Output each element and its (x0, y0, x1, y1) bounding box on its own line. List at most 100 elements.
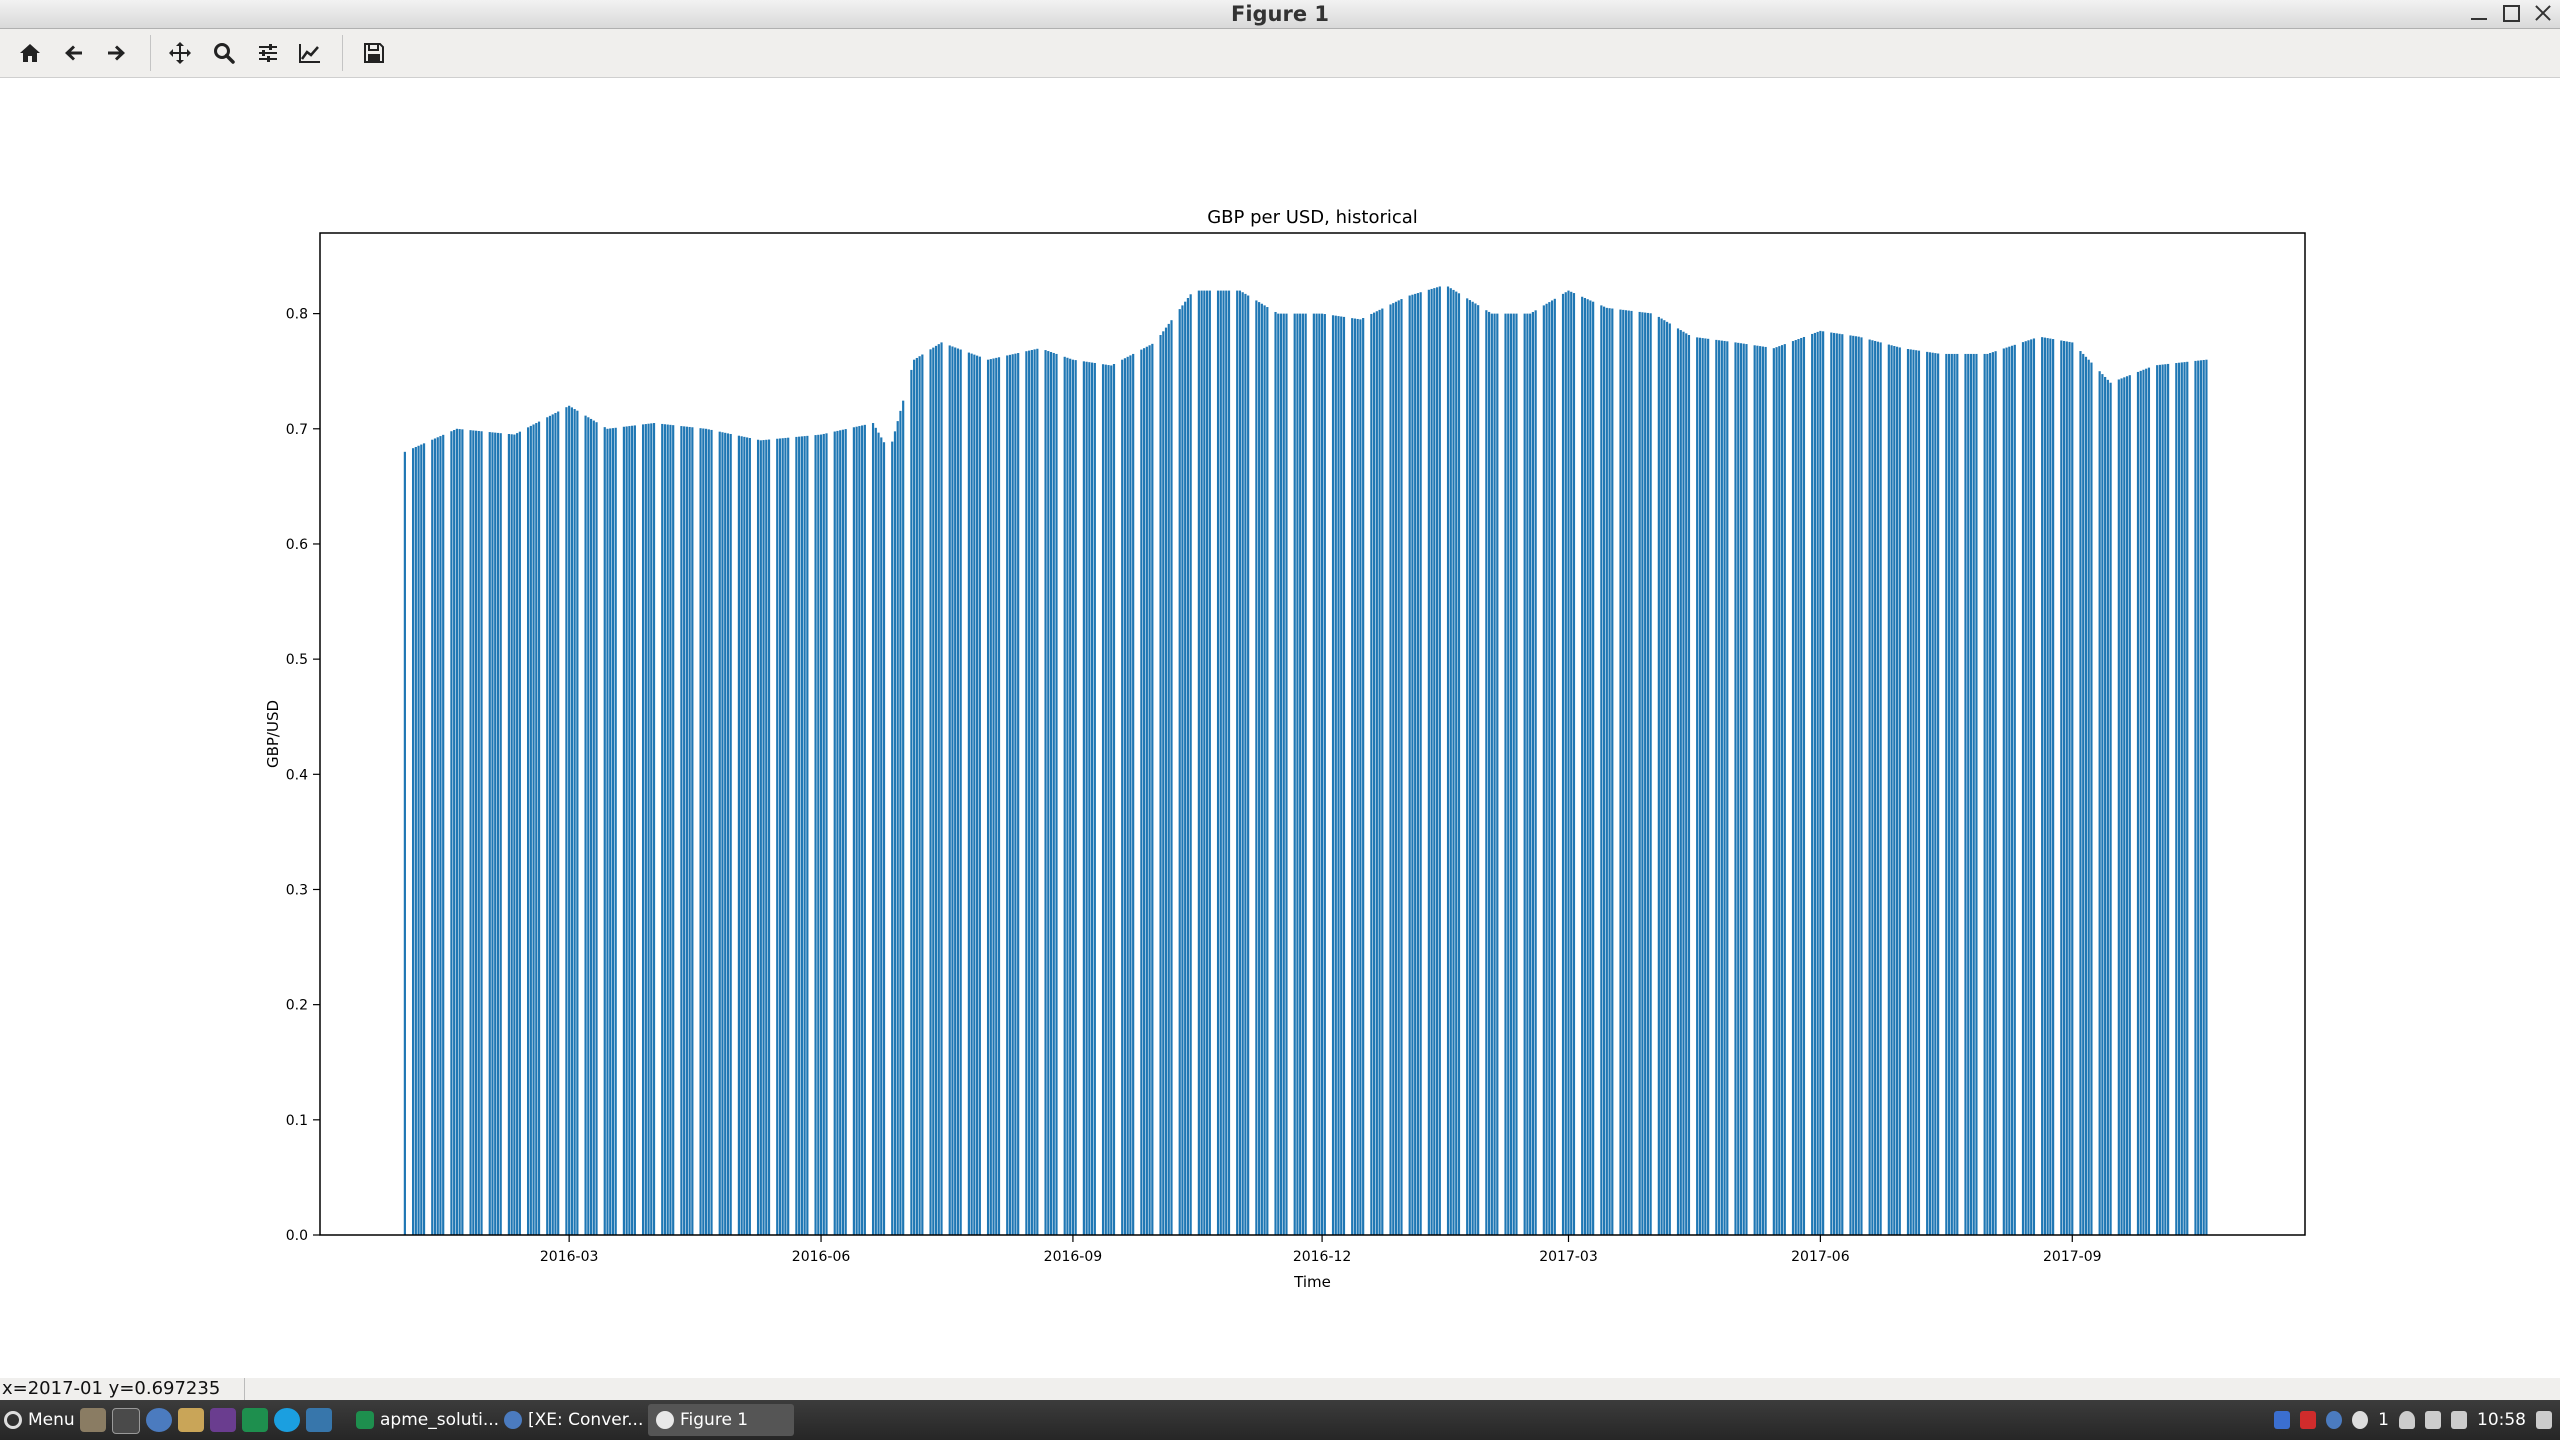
chart-title: GBP per USD, historical (1207, 207, 1418, 228)
bar (814, 435, 817, 1236)
bar (1167, 323, 1170, 1235)
bar (1496, 313, 1499, 1235)
bar (1471, 301, 1474, 1235)
bar (800, 436, 803, 1235)
bar (759, 440, 762, 1235)
zoom-button[interactable] (206, 36, 242, 70)
bar (976, 355, 979, 1235)
task-figure-1[interactable]: Figure 1 (648, 1404, 794, 1436)
bar (1025, 351, 1028, 1235)
bar (688, 426, 691, 1236)
battery-icon[interactable] (2451, 1411, 2467, 1429)
task-apme[interactable]: apme_soluti... (348, 1404, 507, 1436)
bar (661, 423, 664, 1235)
python-icon[interactable] (306, 1408, 332, 1432)
edit-axes-button[interactable] (292, 36, 328, 70)
bar (461, 429, 464, 1236)
mail-icon[interactable] (2300, 1411, 2317, 1429)
bar (551, 414, 554, 1235)
bar (1764, 346, 1767, 1235)
bar (1362, 318, 1365, 1235)
file-manager-icon[interactable] (178, 1408, 204, 1432)
subplots-button[interactable] (250, 36, 286, 70)
bar (893, 431, 897, 1236)
app-icon[interactable] (210, 1408, 236, 1432)
bar (2202, 359, 2205, 1235)
bar (1143, 348, 1146, 1235)
start-menu-button[interactable]: Menu (4, 1406, 75, 1434)
bar (1665, 321, 1669, 1236)
bar (568, 405, 571, 1235)
bar (1255, 300, 1258, 1235)
wifi-icon[interactable] (2425, 1411, 2441, 1429)
bar (584, 415, 587, 1235)
minimize-button[interactable] (2468, 2, 2490, 24)
bar (2046, 338, 2049, 1236)
bluetooth-icon[interactable] (2274, 1411, 2291, 1429)
bar (1745, 344, 1748, 1235)
bar (737, 435, 740, 1235)
bar (1030, 349, 1033, 1235)
bar (1123, 358, 1127, 1235)
volume-icon[interactable] (2536, 1411, 2552, 1429)
bar (414, 446, 417, 1236)
bar (1972, 353, 1975, 1235)
show-desktop-icon[interactable] (80, 1408, 106, 1432)
bar (1263, 305, 1266, 1235)
bar (1312, 313, 1315, 1235)
browser-icon[interactable] (2326, 1411, 2343, 1429)
bar (1375, 311, 1378, 1235)
bar (921, 354, 924, 1235)
close-button[interactable] (2532, 2, 2554, 24)
bar (1931, 352, 1934, 1235)
bar (852, 427, 855, 1235)
clock: 10:58 (2477, 1410, 2526, 1430)
bar (1493, 313, 1496, 1235)
maximize-button[interactable] (2500, 2, 2522, 24)
bar (1373, 312, 1376, 1236)
bar (1381, 308, 1384, 1235)
bar (2205, 359, 2208, 1235)
bar (2145, 368, 2148, 1235)
bar (1687, 335, 1691, 1235)
bar (1739, 343, 1743, 1235)
pycharm-icon[interactable] (242, 1408, 268, 1432)
sliders-icon (259, 44, 277, 62)
home-button[interactable] (12, 36, 48, 70)
terminal-icon[interactable] (112, 1408, 140, 1434)
forward-button[interactable] (98, 36, 134, 70)
back-button[interactable] (56, 36, 92, 70)
pan-button[interactable] (162, 36, 198, 70)
task-xe-converter[interactable]: [XE: Conver... (496, 1404, 651, 1436)
bar (2164, 364, 2167, 1235)
bar (1772, 348, 1775, 1235)
save-button[interactable] (356, 36, 392, 70)
bar (1550, 300, 1554, 1235)
bar (1928, 352, 1931, 1235)
bar (431, 439, 434, 1235)
bar (704, 428, 708, 1235)
bar (841, 429, 845, 1235)
bar (2167, 363, 2170, 1235)
bar (1553, 298, 1556, 1235)
bar (1802, 336, 1806, 1235)
x-tick-label: 2017-03 (1539, 1249, 1598, 1265)
bar (1148, 345, 1151, 1235)
bar (1244, 293, 1247, 1235)
bar (858, 426, 861, 1235)
alert-icon[interactable] (2352, 1411, 2369, 1429)
bar (951, 346, 954, 1236)
bar (1334, 315, 1337, 1235)
bar (1813, 332, 1817, 1235)
bar (1216, 290, 1220, 1236)
browser-icon[interactable] (146, 1408, 172, 1432)
bar (1342, 316, 1346, 1235)
figure-canvas[interactable]: 0.0 0.1 0.2 0.3 0.4 0.5 0.6 0.7 0.8 2016-03 2016-… (0, 78, 2560, 1378)
bar (817, 434, 820, 1235)
bar (1737, 342, 1740, 1236)
bar (1890, 345, 1893, 1235)
bar (1337, 316, 1340, 1236)
bar (436, 437, 439, 1235)
user-icon[interactable] (2399, 1411, 2415, 1429)
skype-icon[interactable] (274, 1408, 300, 1432)
